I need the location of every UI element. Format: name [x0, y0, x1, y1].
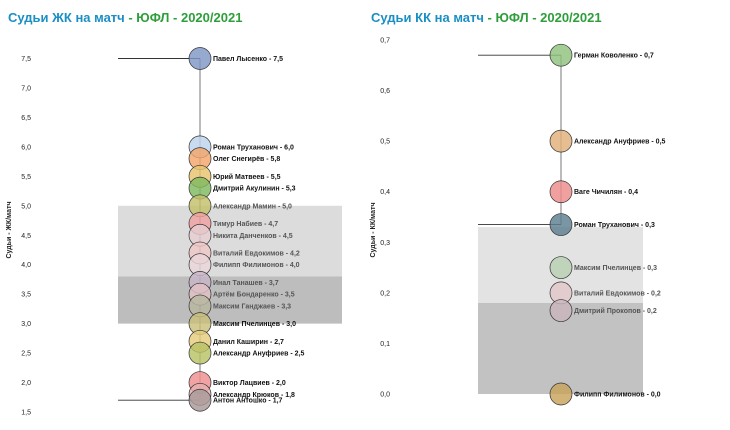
y-tick-label: 4,0: [21, 262, 31, 269]
band-1: [118, 276, 342, 324]
band-0: [118, 205, 342, 277]
data-point[interactable]: [188, 388, 212, 412]
chart-left-bands: [118, 205, 342, 324]
chart-left-ylabel: Судьи - ЖК/матч: [6, 201, 13, 258]
data-point-label: Тимур Набиев - 4,7: [213, 220, 278, 228]
data-point[interactable]: [549, 129, 573, 153]
y-tick-label: 6,0: [21, 144, 31, 151]
y-tick-label: 5,5: [21, 174, 31, 181]
chart-right-title-part2: - ЮФЛ - 2020/2021: [484, 10, 602, 25]
data-point-label: Филипп Филимонов - 0,0: [574, 392, 661, 399]
y-tick-label: 0,6: [380, 88, 390, 95]
data-point[interactable]: [549, 382, 573, 406]
chart-left-ticks: 7,5 7,0 6,5 6,0 5,5 5,0 4,5 4,0 3,5 3,0 2,5 2,0 1,5: [21, 56, 31, 417]
data-point-label: Артём Бондаренко - 3,5: [213, 292, 295, 299]
chart-right: Судьи КК на матч - ЮФЛ - 2020/2021 Судьи…: [370, 10, 666, 406]
data-point-label: Герман Коволенко - 0,7: [574, 53, 654, 60]
data-point-label: Роман Труханович - 0,3: [574, 222, 655, 229]
y-tick-label: 2,5: [21, 351, 31, 358]
y-tick-label: 3,0: [21, 321, 31, 328]
data-point-label: Александр Крюков - 1,8: [213, 392, 295, 399]
chart-right-points: Герман Коволенко - 0,7 Александр Ануфриев…: [549, 43, 666, 406]
y-tick-label: 0,5: [380, 139, 390, 146]
data-point[interactable]: [188, 47, 212, 70]
data-point-label: Ваге Чичилян - 0,4: [574, 189, 638, 196]
y-tick-label: 0,3: [380, 240, 390, 247]
chart-left-title-part1: Судьи ЖК на матч: [8, 10, 125, 25]
data-point-label: Виталий Евдокимов - 4,2: [213, 249, 300, 257]
y-tick-label: 2,0: [21, 380, 31, 387]
data-point-label: Виталий Евдокимов - 0,2: [574, 289, 661, 297]
data-point-label: Александр Ануфриев - 0,5: [574, 139, 666, 146]
data-point-label: Никита Данченков - 4,5: [213, 233, 293, 240]
y-tick-label: 6,5: [21, 115, 31, 122]
data-point-label: Филипп Филимонов - 4,0: [213, 262, 300, 269]
chart-right-ticks: 0,7 0,6 0,5 0,4 0,3 0,2 0,1 0,0: [380, 38, 390, 399]
y-tick-label: 0,2: [380, 290, 390, 297]
chart-left-title-part2: - ЮФЛ - 2020/2021: [125, 10, 243, 25]
y-tick-label: 7,5: [21, 56, 31, 63]
data-point-label: Максим Ганджаев - 3,3: [213, 303, 291, 310]
data-point-label: Олег Снегирёв - 5,8: [213, 156, 280, 163]
data-point-label: Антон Антошко - 1,7: [213, 398, 283, 405]
y-tick-label: 1,5: [21, 410, 31, 417]
data-point-label: Юрий Матвеев - 5,5: [213, 173, 281, 181]
data-point[interactable]: [549, 180, 573, 204]
y-tick-label: 5,0: [21, 203, 31, 210]
data-point-label: Дмитрий Акулинин - 5,3: [213, 185, 296, 193]
data-point[interactable]: [549, 299, 573, 322]
y-tick-label: 0,1: [380, 341, 390, 348]
chart-right-title: Судьи КК на матч - ЮФЛ - 2020/2021: [371, 10, 602, 25]
y-tick-label: 0,4: [380, 189, 390, 196]
chart-right-ylabel: Судьи - КК/матч: [370, 202, 377, 257]
chart-left-title: Судьи ЖК на матч - ЮФЛ - 2020/2021: [8, 10, 242, 25]
data-point[interactable]: [549, 43, 573, 67]
data-point[interactable]: [549, 256, 573, 279]
data-point-label: Виктор Лацвиев - 2,0: [213, 380, 286, 387]
chart-right-lines: [478, 54, 562, 226]
y-tick-label: 0,7: [380, 38, 390, 45]
data-point-label: Максим Пчелинцев - 3,0: [213, 321, 296, 328]
y-tick-label: 0,0: [380, 392, 390, 399]
chart-left: Судьи ЖК на матч - ЮФЛ - 2020/2021 Судьи…: [6, 10, 342, 417]
y-tick-label: 7,0: [21, 85, 31, 92]
data-point-label: Инал Танашев - 3,7: [213, 280, 279, 287]
data-point-label: Роман Труханович - 6,0: [213, 144, 294, 151]
data-point-label: Павел Лысенко - 7,5: [213, 56, 283, 63]
y-tick-label: 4,5: [21, 233, 31, 240]
y-tick-label: 3,5: [21, 292, 31, 299]
data-point-label: Александр Ануфриев - 2,5: [213, 351, 305, 358]
data-point-label: Данил Каширин - 2,7: [213, 339, 284, 346]
chart-left-points: Павел Лысенко - 7,5 Роман Труханович - 6,…: [188, 47, 305, 412]
data-point[interactable]: [188, 341, 212, 365]
data-point-label: Максим Пчелинцев - 0,3: [574, 265, 657, 272]
data-point-label: Александр Мамин - 5,0: [213, 203, 292, 210]
data-point-label: Дмитрий Прокопов - 0,2: [574, 307, 657, 315]
data-point[interactable]: [549, 213, 573, 236]
chart-right-title-part1: Судьи КК на матч: [371, 10, 484, 25]
